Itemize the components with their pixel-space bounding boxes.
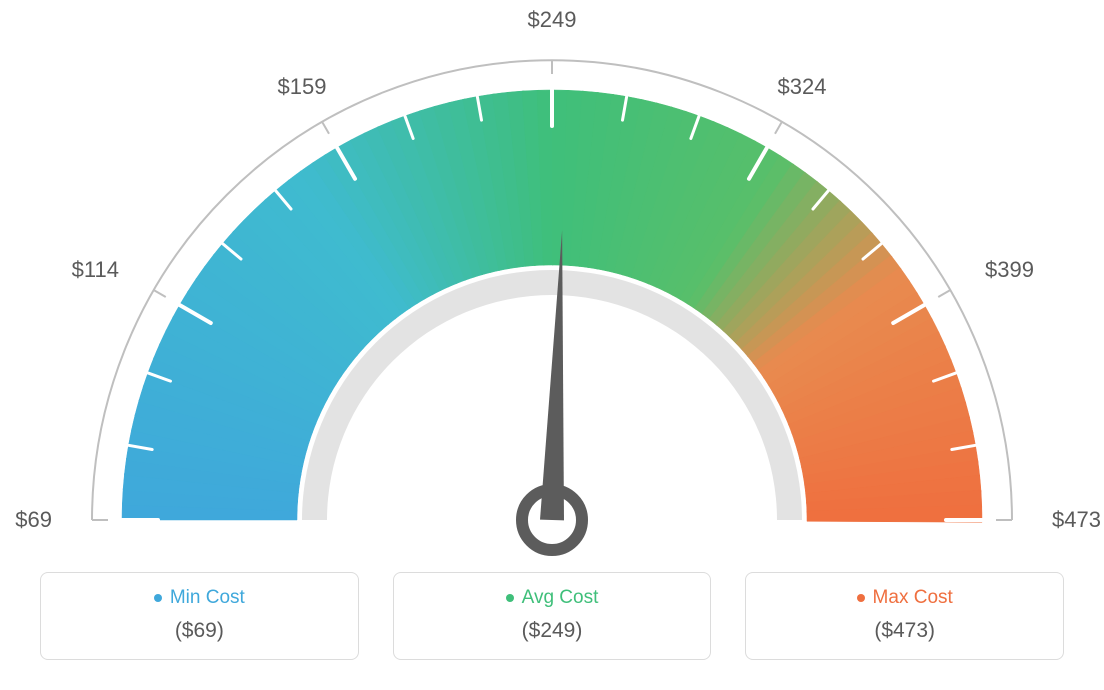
svg-text:$399: $399 [985, 257, 1034, 282]
dot-avg-icon [506, 594, 514, 602]
legend-value-min: ($69) [51, 619, 348, 643]
legend-row: Min Cost ($69) Avg Cost ($249) Max Cost … [0, 572, 1104, 660]
legend-card-max: Max Cost ($473) [745, 572, 1064, 660]
legend-label-avg: Avg Cost [522, 587, 599, 609]
legend-title-min: Min Cost [154, 587, 245, 609]
legend-label-min: Min Cost [170, 587, 245, 609]
svg-text:$69: $69 [15, 507, 52, 532]
dot-max-icon [857, 594, 865, 602]
svg-text:$114: $114 [72, 257, 119, 282]
legend-value-max: ($473) [756, 619, 1053, 643]
dot-min-icon [154, 594, 162, 602]
legend-label-max: Max Cost [873, 587, 953, 609]
legend-card-min: Min Cost ($69) [40, 572, 359, 660]
legend-title-max: Max Cost [857, 587, 953, 609]
legend-title-avg: Avg Cost [506, 587, 599, 609]
gauge-svg: $69 $114 $159 $249 $324 $399 $473 [0, 0, 1104, 560]
gauge-chart: $69 $114 $159 $249 $324 $399 $473 [0, 0, 1104, 560]
svg-text:$324: $324 [778, 74, 827, 99]
svg-text:$159: $159 [278, 74, 327, 99]
svg-text:$249: $249 [528, 7, 577, 32]
legend-card-avg: Avg Cost ($249) [393, 572, 712, 660]
legend-value-avg: ($249) [404, 619, 701, 643]
svg-text:$473: $473 [1052, 507, 1101, 532]
